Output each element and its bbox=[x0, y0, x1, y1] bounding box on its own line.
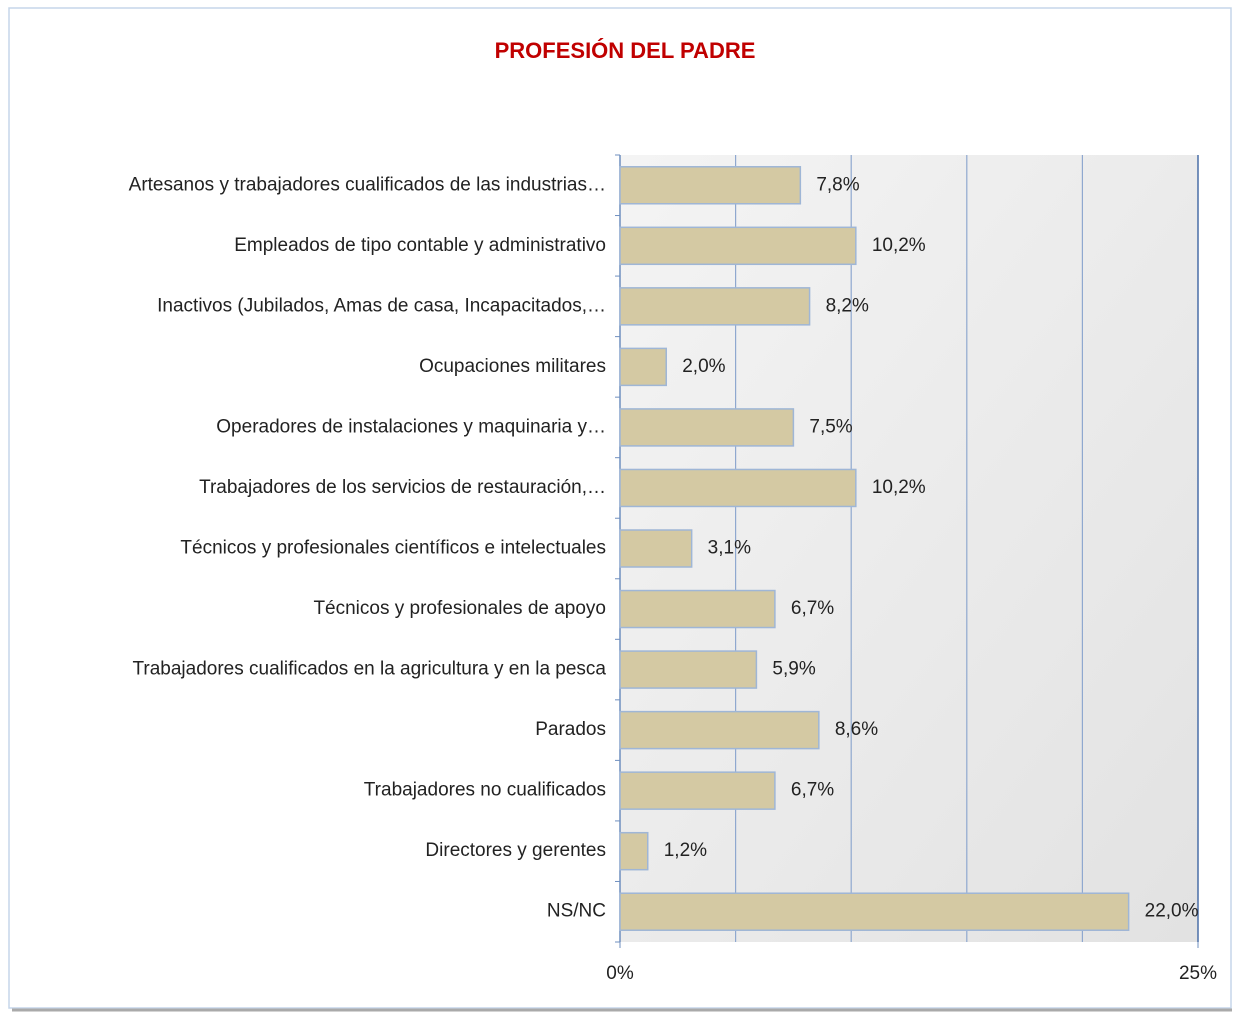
chart-title: PROFESIÓN DEL PADRE bbox=[495, 38, 756, 63]
bar bbox=[619, 589, 776, 629]
value-label: 8,6% bbox=[835, 719, 878, 740]
value-label: 6,7% bbox=[791, 780, 834, 801]
x-tick-label: 25% bbox=[1179, 963, 1217, 984]
y-tick-label: Parados bbox=[535, 719, 606, 740]
bar bbox=[619, 650, 758, 689]
bar bbox=[619, 347, 667, 387]
value-label: 5,9% bbox=[772, 659, 815, 680]
value-label: 7,5% bbox=[809, 416, 852, 437]
value-label: 8,2% bbox=[826, 295, 869, 316]
value-label: 6,7% bbox=[791, 598, 834, 619]
value-label: 3,1% bbox=[708, 538, 751, 559]
y-tick-label: Artesanos y trabajadores cualificados de… bbox=[129, 174, 606, 195]
bar bbox=[619, 226, 857, 266]
value-label: 10,2% bbox=[872, 235, 926, 256]
y-tick-label: Trabajadores cualificados en la agricult… bbox=[132, 659, 606, 680]
y-tick-label: Técnicos y profesionales científicos e i… bbox=[180, 538, 606, 559]
bar bbox=[619, 831, 649, 871]
value-label: 2,0% bbox=[682, 356, 725, 377]
y-tick-label: Técnicos y profesionales de apoyo bbox=[313, 598, 606, 619]
bar bbox=[619, 408, 795, 447]
bar bbox=[619, 710, 820, 750]
plot-area bbox=[620, 155, 1198, 942]
y-tick-label: Inactivos (Jubilados, Amas de casa, Inca… bbox=[157, 295, 606, 316]
value-label: 7,8% bbox=[816, 174, 859, 195]
y-tick-label: Directores y gerentes bbox=[425, 840, 606, 861]
bar bbox=[619, 166, 802, 205]
y-tick-label: NS/NC bbox=[547, 901, 606, 922]
bar bbox=[619, 771, 776, 810]
value-label: 22,0% bbox=[1145, 901, 1199, 922]
y-tick-label: Ocupaciones militares bbox=[419, 356, 606, 377]
y-tick-label: Operadores de instalaciones y maquinaria… bbox=[216, 416, 606, 437]
value-label: 10,2% bbox=[872, 477, 926, 498]
bar bbox=[619, 468, 857, 508]
value-label: 1,2% bbox=[664, 840, 707, 861]
bar bbox=[619, 529, 693, 568]
x-tick-label: 0% bbox=[606, 963, 634, 984]
y-tick-label: Trabajadores no cualificados bbox=[364, 780, 606, 801]
y-tick-label: Trabajadores de los servicios de restaur… bbox=[199, 477, 606, 498]
bar bbox=[619, 287, 811, 326]
y-tick-label: Empleados de tipo contable y administrat… bbox=[234, 235, 606, 256]
bar bbox=[619, 892, 1130, 931]
